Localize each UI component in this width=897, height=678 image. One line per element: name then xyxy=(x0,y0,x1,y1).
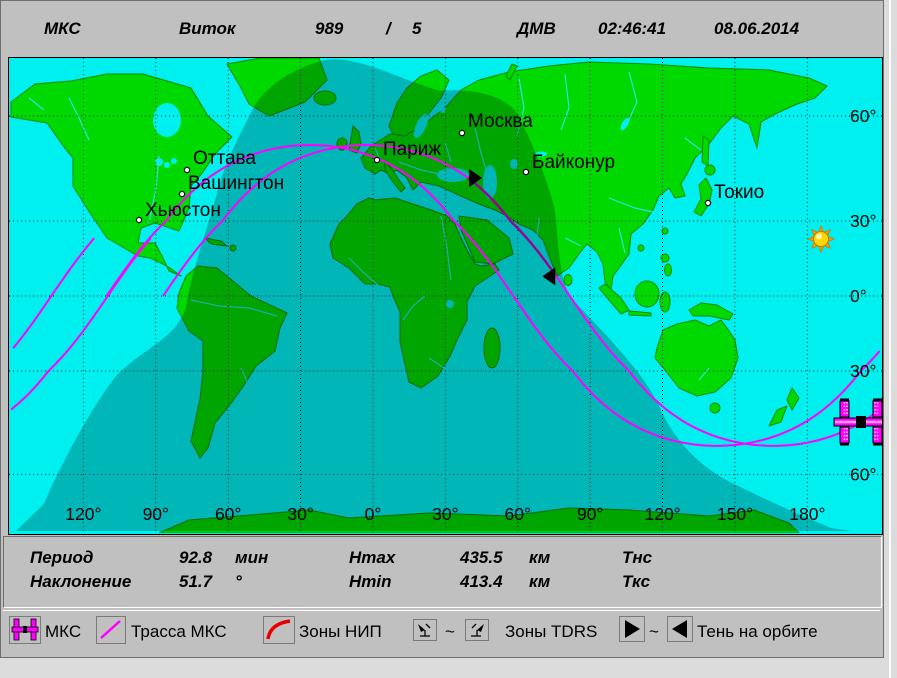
city-marker xyxy=(458,129,466,137)
inclination-label: Наклонение xyxy=(30,572,132,591)
orbit-separator: / xyxy=(386,19,391,38)
city-marker xyxy=(522,168,530,176)
longitude-label: 90° xyxy=(577,504,603,524)
city-label: Москва xyxy=(468,111,533,132)
city-marker xyxy=(373,156,381,164)
city-label: Токио xyxy=(714,182,764,203)
latitude-label: 60° xyxy=(850,465,876,485)
legend-tdrs-label: Зоны TDRS xyxy=(505,622,598,641)
header-bar: МКС Виток 989 / 5 ДМВ 02:46:41 08.06.201… xyxy=(2,2,882,56)
longitude-label: 60° xyxy=(505,504,531,524)
latitude-label: 30° xyxy=(850,361,876,381)
tns-label: Тнс xyxy=(622,548,653,567)
iss-icon xyxy=(833,398,882,446)
grid-labels: 120° 90° 60° 30° 0° 30° 60° 90° 120° 150° 180° 60° 3… xyxy=(65,106,876,524)
longitude-label: 30° xyxy=(432,504,458,524)
nip-station-box-2 xyxy=(465,619,489,641)
hmax-unit: км xyxy=(529,548,551,567)
continents xyxy=(10,58,828,533)
orbit-number: 989 xyxy=(315,19,344,38)
legend-tilde-1: ~ xyxy=(445,622,455,641)
coordinate-grid xyxy=(9,58,882,533)
hmin-value: 413.4 xyxy=(460,572,503,591)
city-label: Париж xyxy=(383,139,441,160)
city-label: Оттава xyxy=(193,148,256,169)
orbit-info-panel: Период 92.8 мин Hmax 435.5 км Тнс Наклон… xyxy=(3,536,882,608)
date: 08.06.2014 xyxy=(714,19,800,38)
city-marker xyxy=(178,190,186,198)
city-markers: Оттава Вашингтон Хьюстон Париж Москва Байкону… xyxy=(135,111,764,224)
iss-mini-icon xyxy=(11,618,39,641)
shadow-exit-box xyxy=(667,616,693,642)
city-label: Байконур xyxy=(532,152,615,173)
nip-legend-box xyxy=(263,616,295,644)
latitude-label: 0° xyxy=(850,286,867,306)
sun-icon xyxy=(806,224,836,254)
hmin-label: Hmin xyxy=(349,572,392,591)
bottom-margin xyxy=(0,658,884,678)
legend-iss-label: МКС xyxy=(45,622,82,641)
tracking-window: МКС Виток 989 / 5 ДМВ 02:46:41 08.06.201… xyxy=(0,0,884,658)
longitude-label: 150° xyxy=(717,504,753,524)
tks-label: Ткс xyxy=(622,572,651,591)
period-label: Период xyxy=(30,548,94,567)
longitude-label: 60° xyxy=(215,504,241,524)
orbit-tracks xyxy=(10,143,881,447)
longitude-label: 90° xyxy=(143,504,169,524)
trace-legend-box xyxy=(96,616,126,644)
longitude-label: 180° xyxy=(789,504,825,524)
latitude-label: 30° xyxy=(850,211,876,231)
lakes-and-seas xyxy=(153,103,630,308)
map-panel: Оттава Вашингтон Хьюстон Париж Москва Байкону… xyxy=(8,57,883,535)
city-marker xyxy=(704,199,712,207)
shadow-exit-icon xyxy=(672,620,687,638)
period-value: 92.8 xyxy=(179,548,213,567)
hmin-unit: км xyxy=(529,572,551,591)
orbit-label: Виток xyxy=(179,19,236,38)
legend-bar: МКС Трасса МКС Зоны НИП ~ xyxy=(3,610,880,656)
time-scale: ДМВ xyxy=(517,19,556,38)
period-unit: мин xyxy=(235,548,269,567)
clock: 02:46:41 xyxy=(598,19,667,38)
nip-station-box-1 xyxy=(413,619,437,641)
hmax-value: 435.5 xyxy=(460,548,503,567)
ground-station-icon xyxy=(418,623,431,637)
right-edge-highlight xyxy=(889,0,891,678)
legend-tilde-2: ~ xyxy=(649,622,659,641)
shadow-entry-icon xyxy=(625,620,640,638)
longitude-label: 120° xyxy=(644,504,680,524)
iss-legend-box xyxy=(9,616,41,644)
hmax-label: Hmax xyxy=(349,548,396,567)
night-shadow-region xyxy=(16,59,851,532)
nip-zone-icon xyxy=(266,619,291,640)
world-map[interactable]: Оттава Вашингтон Хьюстон Париж Москва Байкону… xyxy=(9,58,882,533)
rivers xyxy=(28,71,710,404)
legend-nip-label: Зоны НИП xyxy=(299,622,382,641)
latitude-label: 60° xyxy=(850,106,876,126)
inclination-value: 51.7 xyxy=(179,572,213,591)
longitude-label: 120° xyxy=(65,504,101,524)
shadow-markers xyxy=(469,169,556,286)
station-name: МКС xyxy=(44,19,81,38)
longitude-label: 30° xyxy=(287,504,313,524)
inclination-unit: ° xyxy=(235,572,242,591)
city-marker xyxy=(135,216,143,224)
daily-orbit: 5 xyxy=(412,19,422,38)
legend-trace-label: Трасса МКС xyxy=(131,622,227,641)
city-label: Вашингтон xyxy=(188,173,284,194)
city-marker xyxy=(183,166,191,174)
city-label: Хьюстон xyxy=(145,200,221,221)
legend-shadow-label: Тень на орбите xyxy=(697,622,818,641)
ground-station-icon xyxy=(471,623,484,637)
longitude-label: 0° xyxy=(365,504,382,524)
shadow-entry-box xyxy=(619,616,645,642)
trace-line-icon xyxy=(100,620,121,639)
